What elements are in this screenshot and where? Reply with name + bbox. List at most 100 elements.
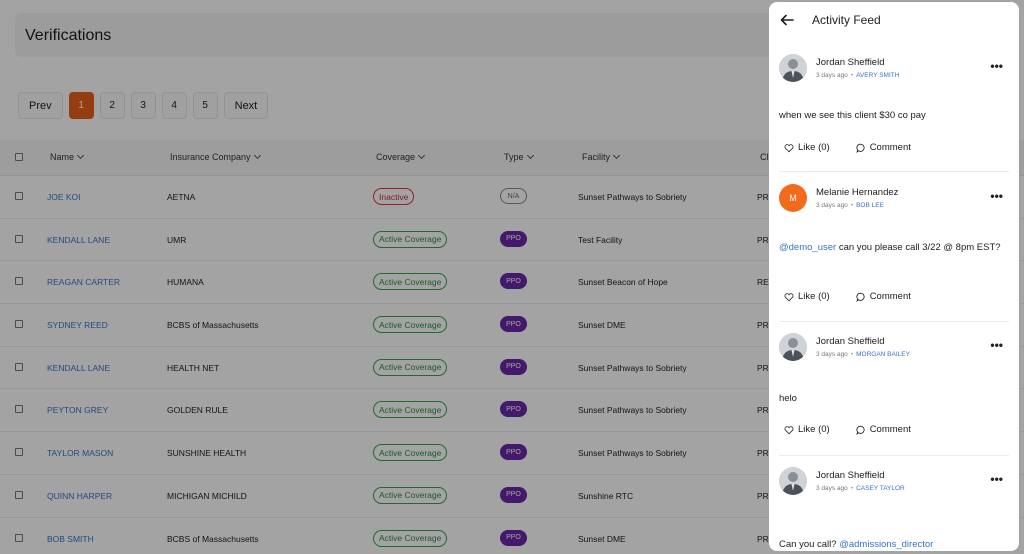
comment-button[interactable]: Comment [855,424,911,435]
header-clipped-label: Cl [760,152,769,162]
patient-name-link[interactable]: REAGAN CARTER [47,277,121,288]
facility-cell: Sunset Pathways to Sobriety [578,362,687,373]
clipped-cell: RE [757,277,769,288]
post-author: Jordan Sheffield [816,57,885,68]
post-actions: Like (0) Comment [784,424,911,435]
clipped-cell: PR [757,234,769,245]
facility-cell: Sunset Pathways to Sobriety [578,405,687,416]
row-checkbox[interactable] [15,448,23,457]
header-clipped[interactable]: Cl [760,152,769,162]
coverage-status-badge: Active Coverage [373,358,448,376]
header-type-label: Type [504,152,524,162]
plan-type-badge: PPO [500,316,527,333]
patient-name-link[interactable]: KENDALL LANE [47,234,110,245]
page-5-button[interactable]: 5 [192,92,218,119]
patient-name-link[interactable]: SYDNEY REED [47,320,108,331]
facility-cell: Sunset DME [578,320,626,331]
page-1-button[interactable]: 1 [68,92,94,119]
post-client-tag[interactable]: MORGAN BAILEY [856,351,910,358]
clipped-cell: PR [757,448,769,459]
clipped-cell: PR [757,192,769,202]
insurance-company-cell: HEALTH NET [167,362,220,373]
header-facility[interactable]: Facility [582,151,621,162]
insurance-company-cell: HUMANA [167,277,204,288]
like-label: Like (0) [798,142,830,153]
more-horizontal-icon[interactable]: ••• [990,59,1003,73]
insurance-company-cell: UMR [167,234,187,245]
meta-separator: • [850,72,854,79]
coverage-status-badge: Active Coverage [373,273,448,291]
more-horizontal-icon[interactable]: ••• [990,472,1003,486]
arrow-left-icon[interactable] [779,12,795,28]
post-author: Melanie Hernandez [816,187,899,198]
more-horizontal-icon[interactable]: ••• [990,189,1003,203]
like-button[interactable]: Like (0) [784,142,830,153]
comment-label: Comment [869,424,911,435]
meta-separator: • [850,202,854,209]
patient-name-link[interactable]: BOB SMITH [47,533,94,544]
table-row[interactable]: QUINN HARPER MICHIGAN MICHILD Active Cover… [0,474,1024,518]
comment-button[interactable]: Comment [855,291,911,302]
insurance-company-cell: MICHIGAN MICHILD [167,490,247,501]
facility-cell: Sunset Beacon of Hope [578,277,668,288]
select-all-checkbox[interactable] [15,153,23,161]
post-client-tag[interactable]: AVERY SMITH [856,72,900,79]
post-client-tag[interactable]: CASEY TAYLOR [856,485,905,492]
post-meta: 3 days ago • MORGAN BAILEY [816,351,910,358]
clipped-cell: PR [757,533,769,544]
post-divider [779,455,1009,456]
post-meta: 3 days ago • BOB LEE [816,202,884,209]
comment-icon [855,425,865,435]
row-checkbox[interactable] [15,277,23,286]
insurance-company-cell: BCBS of Massachusetts [167,320,259,331]
avatar [779,467,807,495]
page-2-button[interactable]: 2 [99,92,125,119]
comment-label: Comment [869,142,911,153]
post-time: 3 days ago [816,202,848,209]
activity-feed-panel: Activity Feed Jordan Sheffield 3 days ago… [769,2,1019,551]
post-time: 3 days ago [816,485,848,492]
user-mention-link[interactable]: @admissions_director [839,539,934,550]
more-horizontal-icon[interactable]: ••• [990,338,1003,352]
facility-cell: Sunset Pathways to Sobriety [578,448,687,459]
avatar [779,54,807,82]
header-type[interactable]: Type [504,151,534,162]
patient-name-link[interactable]: TAYLOR MASON [47,448,114,459]
patient-name-link[interactable]: JOE KOI [47,192,81,202]
header-name[interactable]: Name [50,151,85,162]
page-3-button[interactable]: 3 [130,92,156,119]
comment-button[interactable]: Comment [855,142,911,153]
like-button[interactable]: Like (0) [784,291,830,302]
row-checkbox[interactable] [15,192,23,200]
pagination: Prev 1 2 3 4 5 Next [18,92,269,119]
page-4-button[interactable]: 4 [161,92,187,119]
row-checkbox[interactable] [15,490,23,499]
post-divider [779,171,1009,172]
row-checkbox[interactable] [15,234,23,243]
patient-name-link[interactable]: PEYTON GREY [47,405,109,416]
patient-name-link[interactable]: QUINN HARPER [47,490,113,501]
row-checkbox[interactable] [15,320,23,329]
header-insurance[interactable]: Insurance Company [170,151,261,162]
plan-type-badge: PPO [500,273,527,290]
row-checkbox[interactable] [15,405,23,414]
post-client-tag[interactable]: BOB LEE [856,202,884,209]
header-name-label: Name [50,152,75,162]
like-button[interactable]: Like (0) [784,424,830,435]
insurance-company-cell: AETNA [167,192,196,202]
coverage-status-badge: Active Coverage [373,316,448,334]
comment-label: Comment [869,291,911,302]
meta-separator: • [850,485,854,492]
clipped-cell: PR [757,362,769,373]
like-label: Like (0) [798,424,830,435]
row-checkbox[interactable] [15,533,23,542]
next-page-button[interactable]: Next [223,92,269,119]
row-checkbox[interactable] [15,362,23,371]
user-mention-link[interactable]: @demo_user [779,242,837,253]
header-coverage[interactable]: Coverage [376,151,426,162]
facility-cell: Sunset Pathways to Sobriety [578,192,687,202]
post-text-content: can you please call 3/22 @ 8pm EST? [838,242,1001,253]
patient-name-link[interactable]: KENDALL LANE [47,362,110,373]
facility-cell: Sunset DME [578,533,626,544]
prev-page-button[interactable]: Prev [18,92,63,119]
